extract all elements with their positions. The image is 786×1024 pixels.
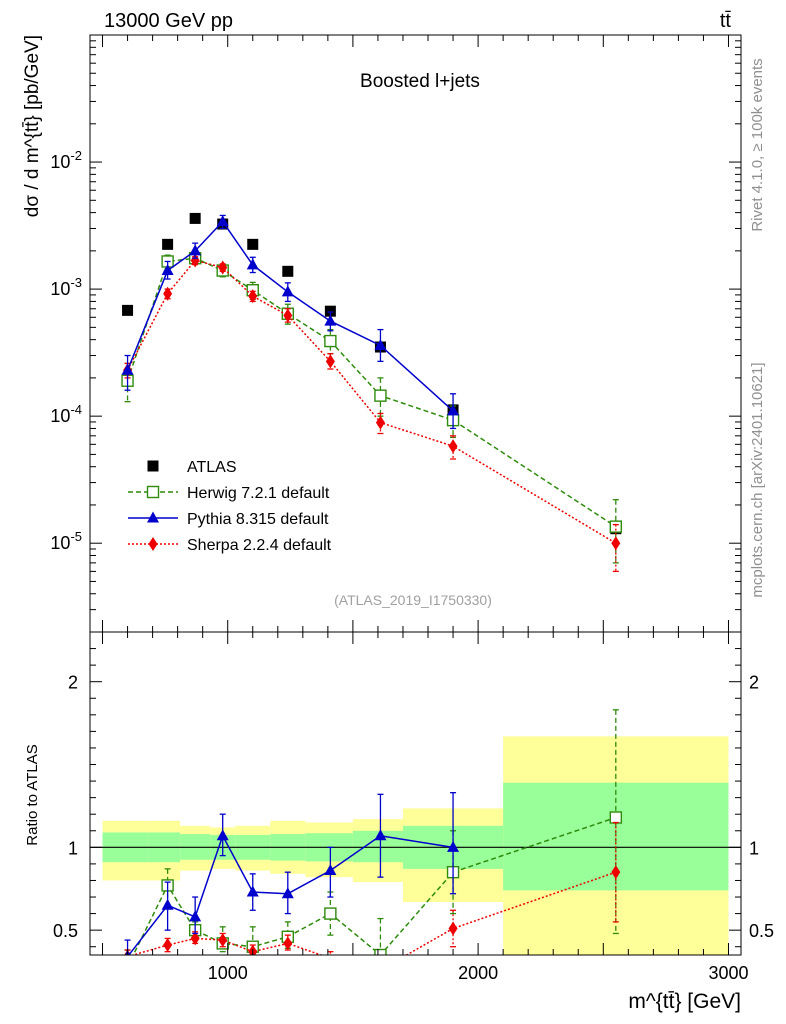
ratio-x-tick-label: 2000 xyxy=(458,963,498,983)
ratio-x-tick-label: 3000 xyxy=(708,963,748,983)
main-data-point xyxy=(121,363,134,375)
main-data-point xyxy=(609,520,623,533)
main-data-point xyxy=(122,304,134,316)
main-panel: 10-5 10-4 10-3 10-2 Boosted l+jets (ATLAS_2… xyxy=(22,34,742,633)
x-axis-label: m^{tt̄} [GeV] xyxy=(628,990,741,1013)
main-series-sherpa xyxy=(123,253,621,573)
ratio-data-point xyxy=(218,933,228,948)
ratio-y-axis-label: Ratio to ATLAS xyxy=(24,744,41,845)
main-data-point xyxy=(218,260,228,275)
legend-entry-pythia: Pythia 8.315 default xyxy=(128,511,329,528)
main-y-tick-label: 10-3 xyxy=(50,275,82,299)
legend: ATLAS Herwig 7.2.1 default Pythia 8.315 de… xyxy=(128,459,332,554)
main-data-point xyxy=(161,264,174,276)
main-data-point xyxy=(281,285,294,297)
main-data-point xyxy=(247,238,259,250)
main-data-point xyxy=(448,439,458,454)
main-y-tick-label: 10-4 xyxy=(50,402,82,426)
main-data-point xyxy=(375,415,385,430)
legend-label: Sherpa 2.2.4 default xyxy=(187,537,332,554)
legend-marker xyxy=(147,511,159,523)
rivet-version-label: Rivet 4.1.0, ≥ 100k events xyxy=(749,58,766,231)
legend-marker xyxy=(146,485,160,499)
ratio-series-line xyxy=(132,816,617,955)
ratio-series-line xyxy=(130,871,617,955)
analysis-tag: (ATLAS_2019_I1750330) xyxy=(334,592,492,608)
ratio-data-point xyxy=(374,948,387,955)
ratio-panel: 1000 2000 3000 0.5 0.5 1 1 2 2 Ratio to ATLAS m^… xyxy=(24,631,774,1013)
main-data-point xyxy=(190,253,200,268)
main-data-point xyxy=(189,212,201,224)
ratio-data-point xyxy=(163,938,173,953)
chart-title: Boosted l+jets xyxy=(360,71,480,92)
ratio-data-point xyxy=(190,931,200,946)
main-series-pythia xyxy=(121,214,460,430)
ratio-y-tick-label: 1 xyxy=(68,838,78,858)
main-y-axis-label: dσ / d m^{tt̄} [pb/GeV] xyxy=(22,35,43,217)
main-data-point xyxy=(325,354,335,369)
legend-marker xyxy=(148,537,158,551)
ratio-y-tick-label: 2 xyxy=(68,673,78,693)
main-data-point xyxy=(248,289,258,304)
ratio-data-point xyxy=(448,921,458,936)
energy-label: 13000 GeV pp xyxy=(104,10,233,32)
ratio-data-point xyxy=(374,829,387,841)
ratio-series-pythia xyxy=(124,792,460,955)
ratio-uncertainty-bands xyxy=(90,736,741,955)
main-data-point xyxy=(374,338,387,350)
main-data-point xyxy=(447,404,460,416)
main-data-point xyxy=(162,238,174,250)
main-data-point xyxy=(216,215,229,227)
legend-entry-atlas: ATLAS xyxy=(147,459,237,476)
main-data-point xyxy=(324,334,337,348)
ratio-y-tick-label: 0.5 xyxy=(53,921,78,941)
main-data-point xyxy=(163,286,173,301)
legend-entry-sherpa: Sherpa 2.2.4 default xyxy=(128,537,332,554)
main-data-point xyxy=(324,305,336,317)
ratio-data-point xyxy=(447,840,460,852)
ratio-y-tick-label-right: 2 xyxy=(749,673,759,693)
legend-marker xyxy=(147,460,159,472)
ratio-data-point xyxy=(611,865,621,880)
main-data-point xyxy=(611,536,621,551)
ratio-data-point xyxy=(246,885,259,897)
main-data-point xyxy=(374,389,387,402)
legend-entry-herwig: Herwig 7.2.1 default xyxy=(128,485,330,502)
ratio-frame xyxy=(89,631,742,956)
mcplots-label: mcplots.cern.ch [arXiv:2401.10621] xyxy=(749,362,766,597)
ratio-data-point xyxy=(324,907,337,920)
ratio-data-point xyxy=(324,864,337,876)
ratio-data-point xyxy=(283,936,293,951)
ratio-data-point xyxy=(609,811,623,824)
ratio-y-tick-label-right: 0.5 xyxy=(749,921,774,941)
main-data-point xyxy=(246,258,259,270)
legend-label: Pythia 8.315 default xyxy=(187,511,329,528)
legend-label: Herwig 7.2.1 default xyxy=(187,485,330,502)
main-data-point xyxy=(283,308,293,323)
ratio-data-point xyxy=(216,829,229,841)
main-data-point xyxy=(324,314,337,326)
main-y-tick-label: 10-5 xyxy=(50,529,82,553)
ratio-series-sherpa xyxy=(124,821,621,955)
legend-label: ATLAS xyxy=(187,459,237,476)
ratio-y-tick-label-right: 1 xyxy=(749,838,759,858)
ratio-data-point xyxy=(161,898,174,910)
process-label: tt̄ xyxy=(720,10,732,32)
main-data-point xyxy=(282,265,294,277)
ratio-data-point xyxy=(281,887,294,899)
main-data-point xyxy=(189,244,202,256)
main-y-tick-label: 10-2 xyxy=(50,148,82,172)
ratio-x-tick-label: 1000 xyxy=(208,963,248,983)
ratio-data-point xyxy=(189,910,202,922)
